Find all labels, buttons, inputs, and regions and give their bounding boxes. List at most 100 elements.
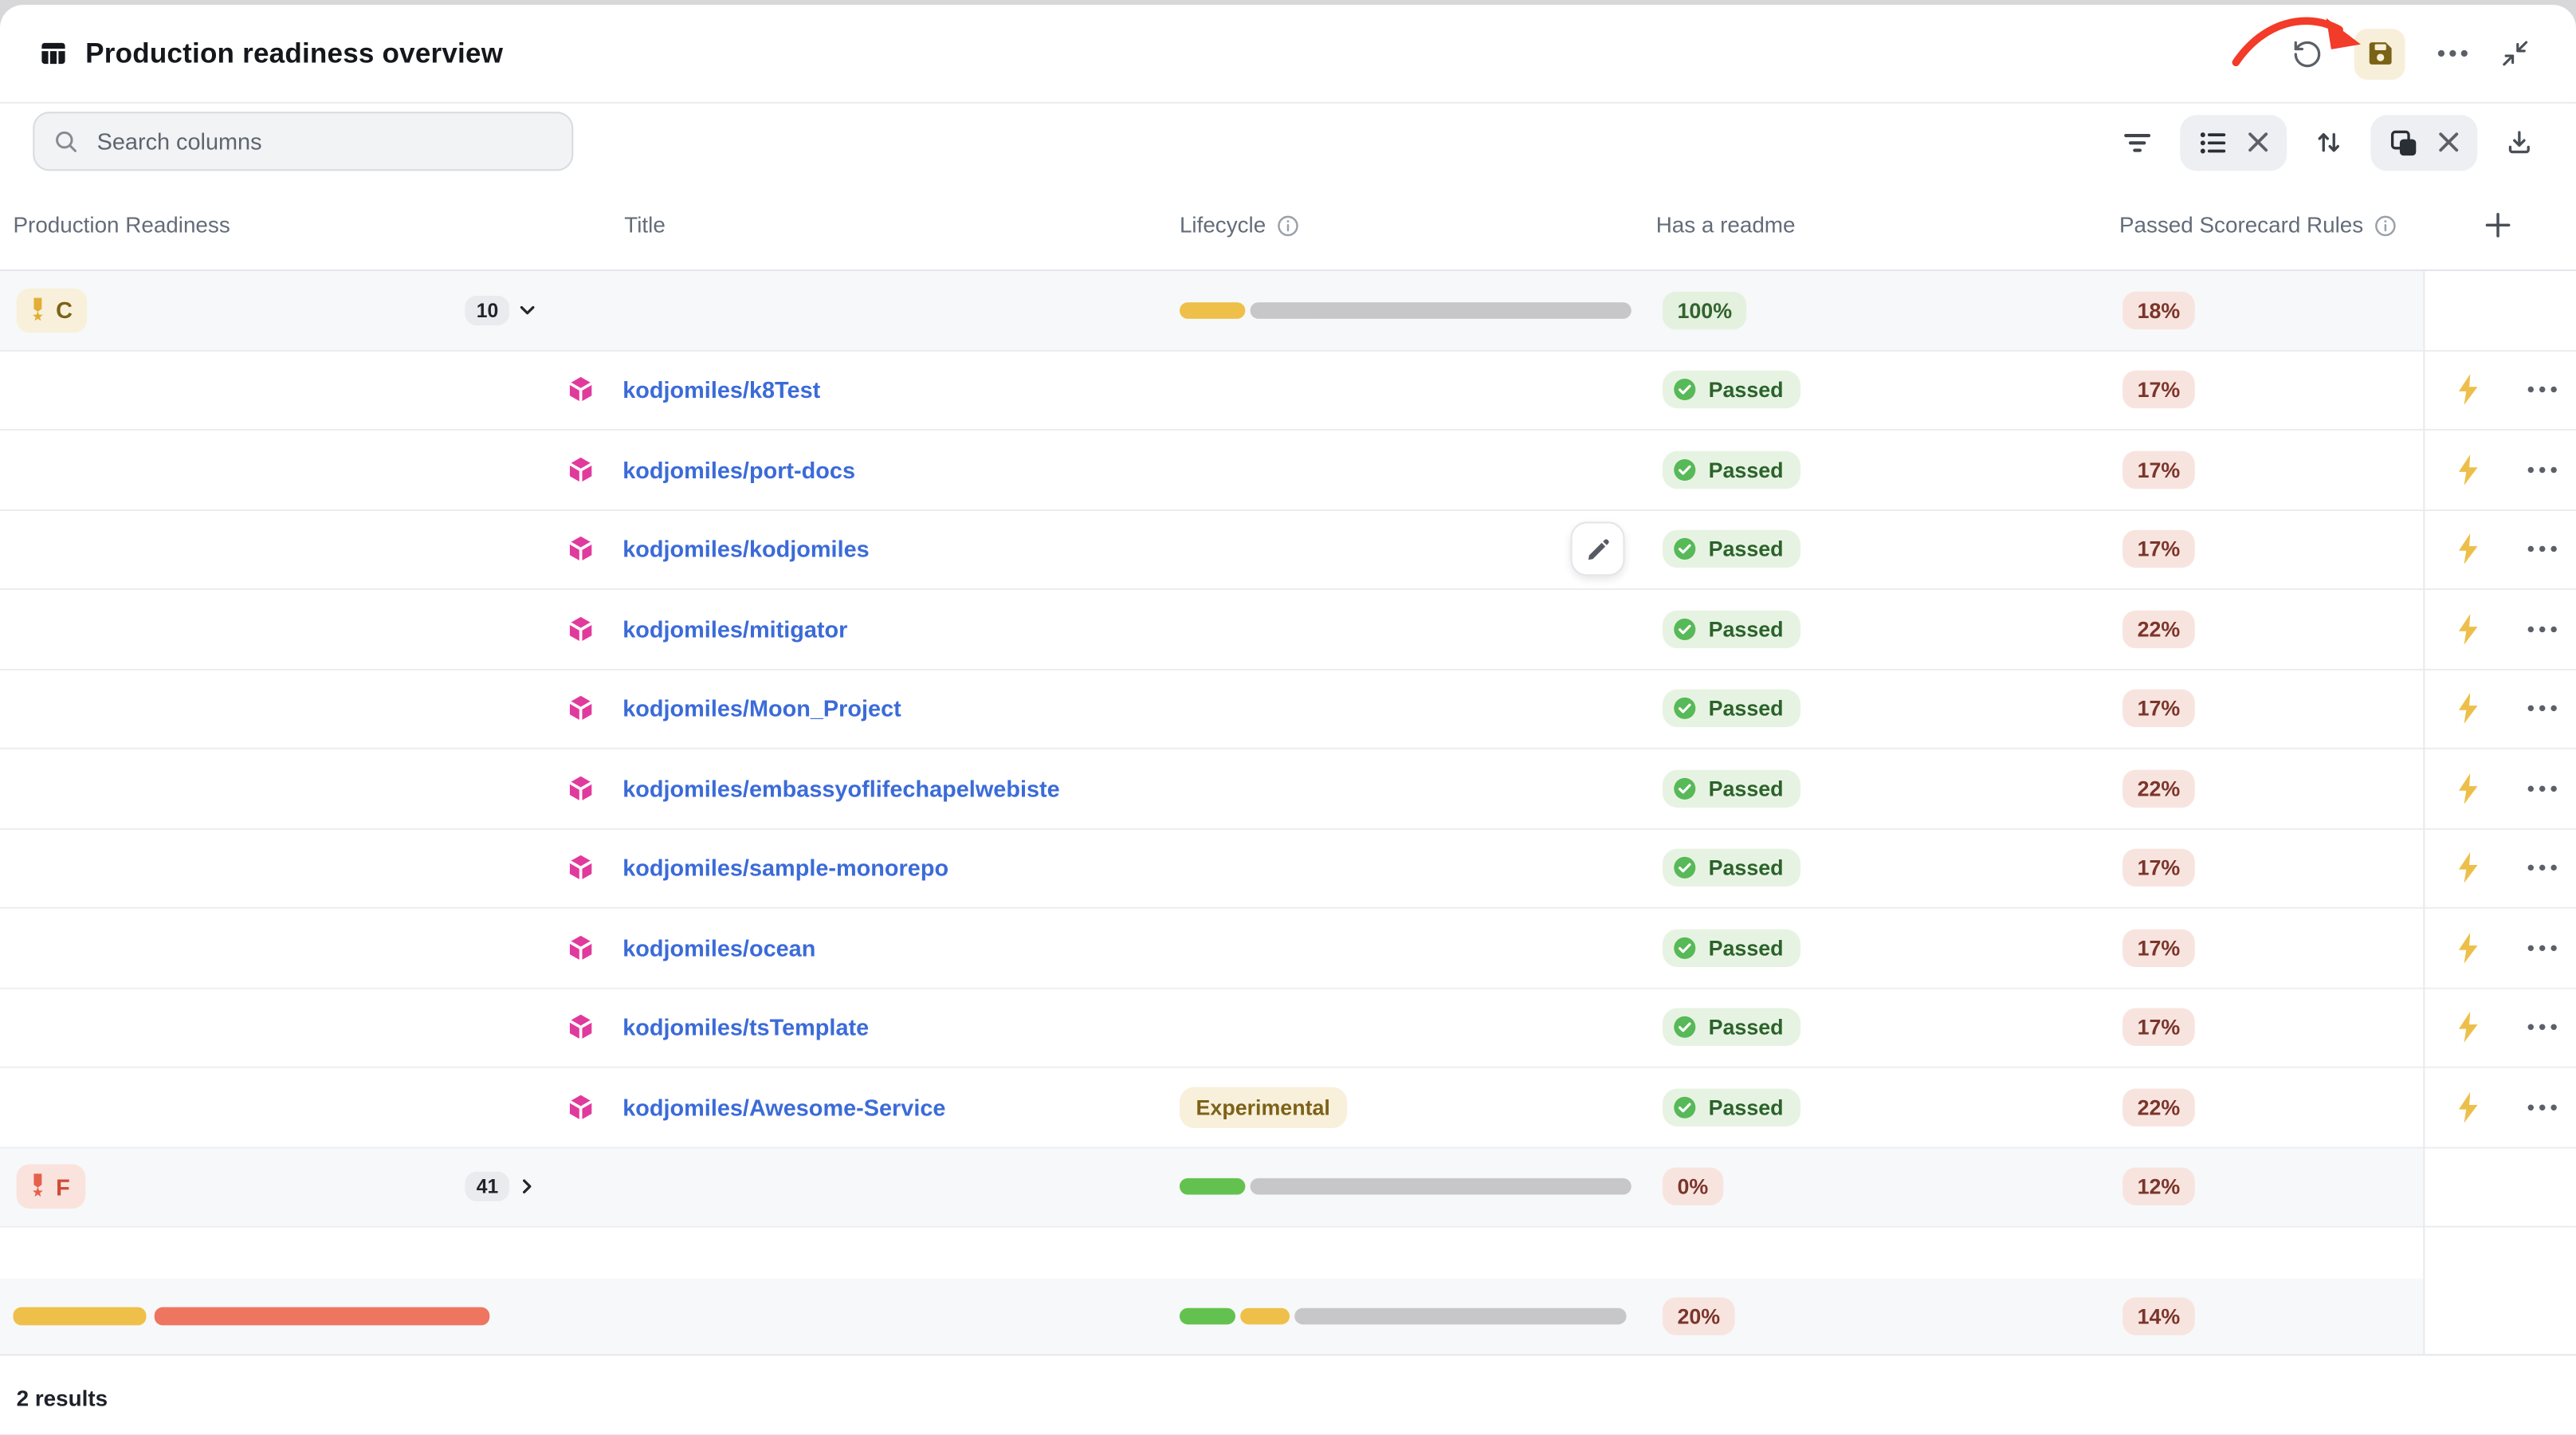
row-menu-button[interactable] — [2517, 1022, 2568, 1033]
column-headers: Production Readiness Title Lifecycle Has… — [0, 181, 2576, 272]
scorecard-percentage: 14% — [2122, 1297, 2195, 1335]
check-circle-icon — [1671, 694, 1698, 722]
readme-passed-badge: Passed — [1662, 1008, 1800, 1047]
ellipsis-icon — [2527, 705, 2558, 713]
column-header-production-readiness[interactable]: Production Readiness — [13, 212, 230, 238]
row-menu-button[interactable] — [2517, 942, 2568, 953]
package-icon — [567, 774, 595, 802]
group-count[interactable]: 10 — [465, 295, 540, 325]
filter-icon — [2122, 128, 2152, 157]
group-row-grade-c[interactable]: C 10 100% 18% — [0, 271, 2576, 352]
service-title-link[interactable]: kodjomiles/tsTemplate — [622, 1014, 870, 1041]
copy-chip[interactable] — [2370, 114, 2478, 171]
search-box[interactable] — [33, 112, 574, 171]
scorecard-percentage: 17% — [2122, 450, 2195, 489]
lightning-icon[interactable] — [2456, 1012, 2480, 1044]
row-menu-button[interactable] — [2517, 703, 2568, 714]
service-title-link[interactable]: kodjomiles/mitigator — [622, 615, 848, 643]
service-title-link[interactable]: kodjomiles/ocean — [622, 934, 816, 961]
lightning-icon[interactable] — [2456, 932, 2480, 964]
lightning-icon[interactable] — [2456, 693, 2480, 725]
filter-button[interactable] — [2122, 128, 2152, 157]
scorecard-percentage: 22% — [2122, 1088, 2195, 1126]
chevron-down-icon[interactable] — [516, 299, 540, 322]
row-menu-button[interactable] — [2517, 623, 2568, 635]
readme-label: Passed — [1708, 457, 1784, 482]
lifecycle-distribution-bar — [1179, 1178, 1632, 1196]
check-circle-icon — [1671, 615, 1698, 643]
lightning-icon[interactable] — [2456, 454, 2480, 486]
service-title-link[interactable]: kodjomiles/kodjomiles — [622, 536, 870, 563]
collapse-icon — [2500, 38, 2530, 68]
column-header-lifecycle[interactable]: Lifecycle — [1180, 213, 1299, 238]
download-button[interactable] — [2505, 128, 2533, 156]
grade-badge-f: F — [16, 1164, 85, 1209]
row-menu-button[interactable] — [2517, 544, 2568, 555]
group-row-grade-f[interactable]: F 41 0% 12% — [0, 1147, 2576, 1228]
more-options-button[interactable] — [2437, 49, 2469, 58]
lightning-icon[interactable] — [2456, 1091, 2480, 1123]
row-menu-button[interactable] — [2517, 783, 2568, 794]
lightning-icon[interactable] — [2456, 374, 2480, 406]
scorecard-percentage: 18% — [2122, 291, 2195, 329]
sort-button[interactable] — [2315, 128, 2342, 156]
readme-passed-badge: Passed — [1662, 690, 1800, 728]
ellipsis-icon — [2527, 1024, 2558, 1032]
service-title-link[interactable]: kodjomiles/sample-monorepo — [622, 855, 949, 882]
readme-label: Passed — [1708, 1095, 1784, 1120]
table: C 10 100% 18% kodjomiles/k8Test Passed — [0, 271, 2576, 1356]
row-menu-button[interactable] — [2517, 1102, 2568, 1113]
lightning-icon[interactable] — [2456, 533, 2480, 565]
column-divider — [2423, 271, 2425, 1356]
bar-segment — [154, 1307, 490, 1326]
row-menu-button[interactable] — [2517, 464, 2568, 475]
chevron-right-icon[interactable] — [516, 1175, 540, 1198]
readme-passed-badge: Passed — [1662, 371, 1800, 409]
table-row: kodjomiles/tsTemplate Passed 17% — [0, 988, 2576, 1068]
titlebar: Production readiness overview — [0, 5, 2576, 104]
scorecard-percentage: 17% — [2122, 530, 2195, 568]
ellipsis-icon — [2527, 386, 2558, 394]
lightning-icon[interactable] — [2456, 852, 2480, 884]
service-title-link[interactable]: kodjomiles/k8Test — [622, 376, 821, 403]
check-circle-icon — [1671, 375, 1698, 403]
group-count[interactable]: 41 — [465, 1172, 540, 1202]
check-circle-icon — [1671, 774, 1698, 802]
bar-segment — [1240, 1307, 1290, 1325]
lightning-icon[interactable] — [2456, 613, 2480, 645]
service-title-link[interactable]: kodjomiles/port-docs — [622, 456, 856, 483]
check-circle-icon — [1671, 535, 1698, 563]
edit-button[interactable] — [1570, 521, 1625, 576]
column-header-passed-scorecard-rules[interactable]: Passed Scorecard Rules — [2119, 213, 2396, 238]
check-circle-icon — [1671, 1013, 1698, 1041]
ellipsis-icon — [2437, 49, 2469, 58]
row-menu-button[interactable] — [2517, 863, 2568, 874]
group-by-chip[interactable] — [2180, 114, 2287, 171]
undo-button[interactable] — [2291, 37, 2323, 69]
collapse-button[interactable] — [2500, 38, 2530, 68]
readme-label: Passed — [1708, 537, 1784, 562]
close-icon[interactable] — [2248, 132, 2269, 153]
list-icon — [2198, 128, 2228, 157]
readme-label: Passed — [1708, 1015, 1784, 1040]
service-title-link[interactable]: kodjomiles/embassyoflifechapelwebiste — [622, 775, 1060, 802]
search-input[interactable] — [93, 126, 554, 156]
bar-segment — [1179, 1307, 1236, 1325]
package-icon — [567, 934, 595, 961]
add-column-button[interactable] — [2484, 211, 2512, 239]
grade-badge-c: C — [16, 288, 88, 332]
row-menu-button[interactable] — [2517, 384, 2568, 395]
undo-icon — [2291, 37, 2323, 69]
scorecard-percentage: 17% — [2122, 849, 2195, 887]
column-header-has-a-readme[interactable]: Has a readme — [1655, 212, 1796, 238]
controls-row — [0, 104, 2576, 181]
readme-label: Passed — [1708, 377, 1784, 403]
save-button[interactable] — [2354, 28, 2405, 79]
column-header-title[interactable]: Title — [624, 212, 666, 238]
close-icon[interactable] — [2438, 132, 2460, 153]
service-title-link[interactable]: kodjomiles/Moon_Project — [622, 695, 901, 722]
lightning-icon[interactable] — [2456, 773, 2480, 804]
package-icon — [567, 1013, 595, 1041]
check-circle-icon — [1671, 1093, 1698, 1121]
service-title-link[interactable]: kodjomiles/Awesome-Service — [622, 1094, 946, 1121]
